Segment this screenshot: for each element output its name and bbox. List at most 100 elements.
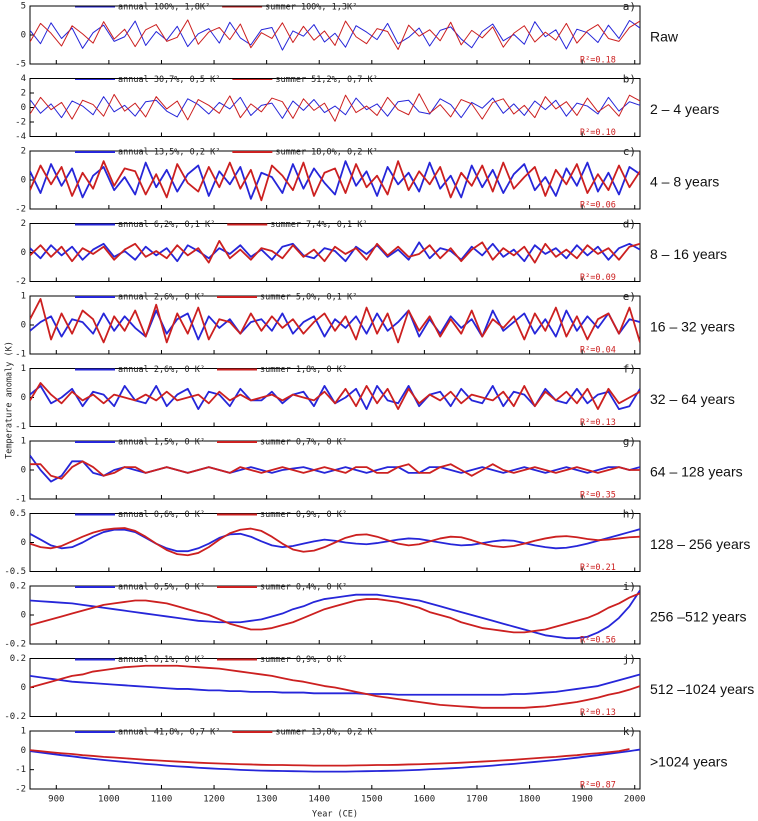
y-tick-label: 1 [21,364,26,374]
legend-label: annual 13,5%, 0,2 K² [118,148,220,158]
band-label: 256 –512 years [650,609,747,625]
legend-label: annual 41,8%, 0,7 K² [118,728,220,738]
y-tick-label: 0.2 [10,654,26,664]
series-line [30,673,640,696]
y-tick-label: 0 [21,321,26,331]
y-tick-label: 4 [21,74,26,84]
plot [30,93,640,122]
y-tick-label: -0.5 [4,567,26,577]
panel-letter: e) [623,290,636,303]
y-tick-label: 1 [21,292,26,302]
y-tick-label: -1 [15,350,26,360]
plot [30,298,640,344]
legend-label: annual 100%, 1,8K² [118,3,210,13]
series-line [30,240,640,264]
y-axis-label: Temperature anomaly (K) [5,341,15,459]
plot [30,240,640,264]
band-label: 8 – 16 years [650,246,727,262]
legend-label: annual 2,6%, 0 K² [118,365,205,375]
panel-letter: b) [623,73,636,86]
panel-letter: h) [623,508,636,521]
band-label: 64 – 128 years [650,464,743,480]
y-tick-label: -0.2 [4,712,26,722]
y-tick-label: 2 [21,147,26,157]
r-squared: R²=0.04 [580,346,616,356]
plot [30,382,640,410]
y-tick-label: -2 [15,118,26,128]
r-squared: R²=0.10 [580,128,616,138]
series-line [30,382,640,410]
panel-letter: k) [623,725,636,738]
y-tick-label: 1 [21,727,26,737]
plot [30,664,640,709]
x-tick-label: 1800 [519,795,541,805]
series-line [30,241,640,263]
y-tick-label: 0 [21,611,26,621]
y-tick-label: -1 [15,495,26,505]
y-tick-label: 0 [21,248,26,258]
r-squared: R²=0.87 [580,781,616,791]
series-line [30,160,640,202]
r-squared: R²=0.18 [580,56,616,66]
y-tick-label: -2 [15,785,26,795]
panel-letter: a) [623,0,636,13]
y-tick-label: 0 [21,393,26,403]
panel-letter: f) [623,363,636,376]
band-label: 128 – 256 years [650,536,750,552]
y-tick-label: 1 [21,437,26,447]
band-label: 4 – 8 years [650,174,719,190]
x-tick-label: 1000 [98,795,120,805]
y-tick-label: -1 [15,422,26,432]
plot [30,160,640,202]
series-line [30,527,640,557]
series-line [30,664,640,709]
legend-label: summer 13,8%, 0,2 K² [275,728,377,738]
x-tick-label: 1700 [466,795,488,805]
plot [30,748,640,773]
series-line [30,589,640,640]
series-line [30,309,640,341]
panel-letter: i) [623,580,636,593]
band-label: 512 –1024 years [650,681,754,697]
series-line [30,20,640,51]
legend-label: summer 0,4%, 0 K² [260,583,347,593]
band-label: >1024 years [650,754,727,770]
legend-label: summer 7,4%, 0,1 K² [270,220,367,230]
y-tick-label: 2 [21,219,26,229]
band-label: Raw [650,29,679,45]
legend-label: summer 0,9%, 0 K² [260,655,347,665]
series-line [30,298,640,344]
x-tick-label: 1400 [308,795,330,805]
series-line [30,160,640,200]
panel-letter: d) [623,218,636,231]
legend-label: summer 1,8%, 0 K² [260,365,347,375]
plot [30,19,640,51]
x-tick-label: 1100 [151,795,173,805]
band-label: 16 – 32 years [650,319,735,335]
y-tick-label: 0 [21,746,26,756]
x-tick-label: 900 [48,795,64,805]
r-squared: R²=0.35 [580,491,616,501]
y-tick-label: 0 [21,103,26,113]
legend-label: annual 30,7%, 0,5 K² [118,75,220,85]
legend-label: summer 100%, 1,3K² [265,3,357,13]
y-tick-label: -2 [15,277,26,287]
series-line [30,528,640,553]
y-tick-label: -0.2 [4,640,26,650]
y-tick-label: 0 [21,538,26,548]
r-squared: R²=0.13 [580,708,616,718]
y-tick-label: -2 [15,205,26,215]
y-tick-label: 0 [21,683,26,693]
panel-letter: c) [623,145,636,158]
x-tick-label: 1900 [571,795,593,805]
series-line [30,96,640,119]
x-tick-label: 1200 [203,795,225,805]
r-squared: R²=0.21 [580,563,616,573]
panel-letter: g) [623,435,636,448]
plot [30,527,640,557]
legend-label: summer 51,2%, 0,7 K² [275,75,377,85]
r-squared: R²=0.56 [580,636,616,646]
legend-label: annual 1,5%, 0 K² [118,438,205,448]
legend-label: annual 2,6%, 0 K² [118,293,205,303]
